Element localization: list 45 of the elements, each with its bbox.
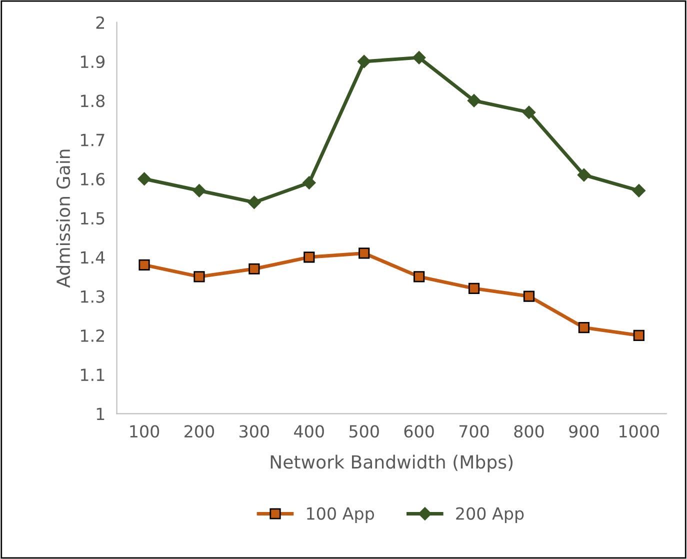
y-tick-label: 1.7 <box>81 134 104 146</box>
legend-label: 200 App <box>456 507 524 524</box>
point <box>138 259 150 271</box>
y-tick-label: 1.3 <box>81 290 104 303</box>
point <box>632 184 646 198</box>
y-tick-label: 1.4 <box>81 251 105 264</box>
x-tick-label: 100 <box>130 425 160 438</box>
point <box>194 271 205 282</box>
point <box>248 263 260 274</box>
legend-label: 100 App <box>307 507 374 524</box>
point <box>523 290 535 302</box>
point <box>192 184 206 198</box>
y-tick-label: 1.9 <box>81 55 105 68</box>
point <box>633 330 644 341</box>
x-tick-label: 900 <box>569 425 599 438</box>
y-tick-label: 1.1 <box>81 368 104 381</box>
point <box>522 106 536 119</box>
y-tick-label: 1.6 <box>81 172 105 186</box>
x-tick-label: 300 <box>240 425 269 438</box>
point <box>577 168 591 182</box>
y-tick-label: 1.8 <box>81 94 105 108</box>
point <box>468 282 480 294</box>
y-tick-label: 1.5 <box>81 212 104 225</box>
y-tick-label: 1.2 <box>81 329 104 342</box>
point <box>414 271 425 282</box>
point <box>412 50 426 64</box>
point <box>467 94 481 108</box>
x-tick-label: 600 <box>404 425 434 438</box>
x-tick-label: 200 <box>184 425 214 438</box>
y-tick-label: 1 <box>96 408 104 420</box>
x-axis-title: Network Bandwidth (Mbps) <box>270 454 513 472</box>
point <box>358 54 371 68</box>
point <box>248 196 261 209</box>
point <box>304 252 315 263</box>
point <box>578 322 590 334</box>
y-tick-label: 2 <box>96 16 104 29</box>
x-tick-label: 700 <box>459 425 489 438</box>
x-tick-label: 500 <box>349 425 379 438</box>
x-tick-label: 800 <box>514 425 544 438</box>
x-tick-label: 1000 <box>620 425 660 438</box>
y-axis-title: Admission Gain <box>56 150 70 288</box>
x-tick-label: 400 <box>294 425 324 438</box>
point <box>358 248 370 259</box>
point <box>138 172 151 186</box>
point <box>302 176 316 190</box>
